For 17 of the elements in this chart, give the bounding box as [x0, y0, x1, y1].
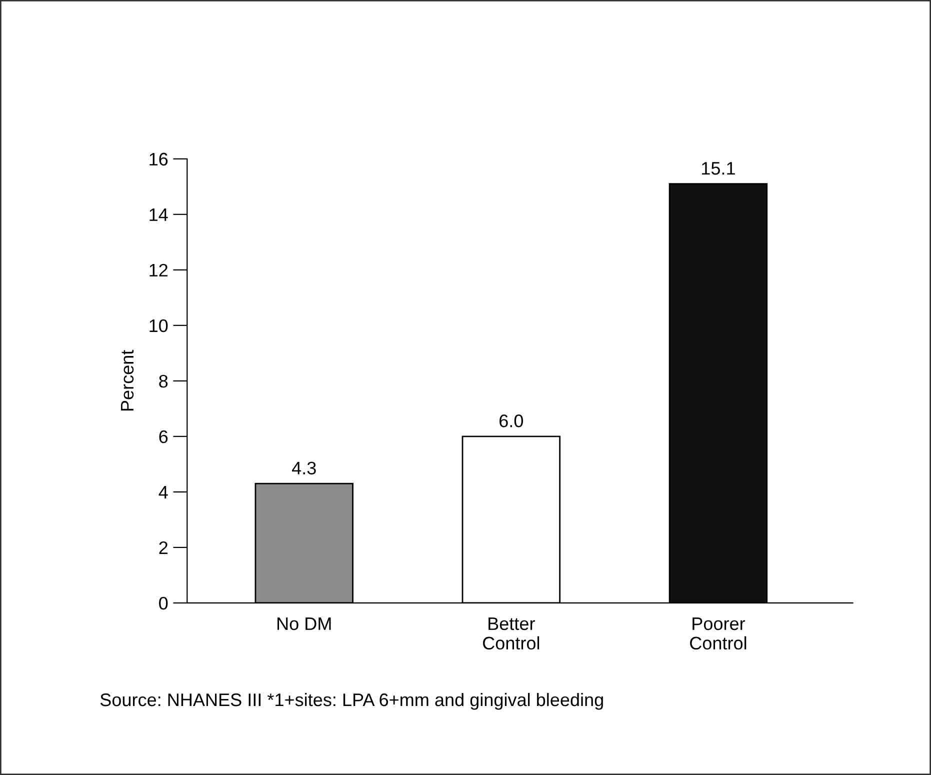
- y-tick-label: 8: [159, 374, 168, 388]
- y-axis-title: Percent: [121, 350, 134, 411]
- y-tick-label: 0: [159, 596, 168, 610]
- y-tick-label: 4: [158, 486, 168, 498]
- y-tick-label: 12: [150, 264, 168, 276]
- x-tick-label: Better Control: [482, 618, 540, 650]
- source-note: Source: NHANES III *1+sites: LPA 6+mm and gingival bleeding: [100, 692, 603, 710]
- y-tick-label: 2: [159, 541, 168, 554]
- x-tick-label: No DM: [278, 618, 331, 630]
- y-tick-label: 14: [150, 208, 168, 221]
- y-tick-label: 10: [150, 319, 168, 332]
- y-tick-label: 6: [159, 430, 168, 444]
- x-tick-label: Poorer Control: [690, 618, 746, 650]
- data-label: 4.3: [292, 462, 316, 474]
- y-tick-label: 16: [150, 152, 168, 166]
- data-label: 6.0: [500, 414, 524, 428]
- data-label: 15.1: [702, 162, 735, 175]
